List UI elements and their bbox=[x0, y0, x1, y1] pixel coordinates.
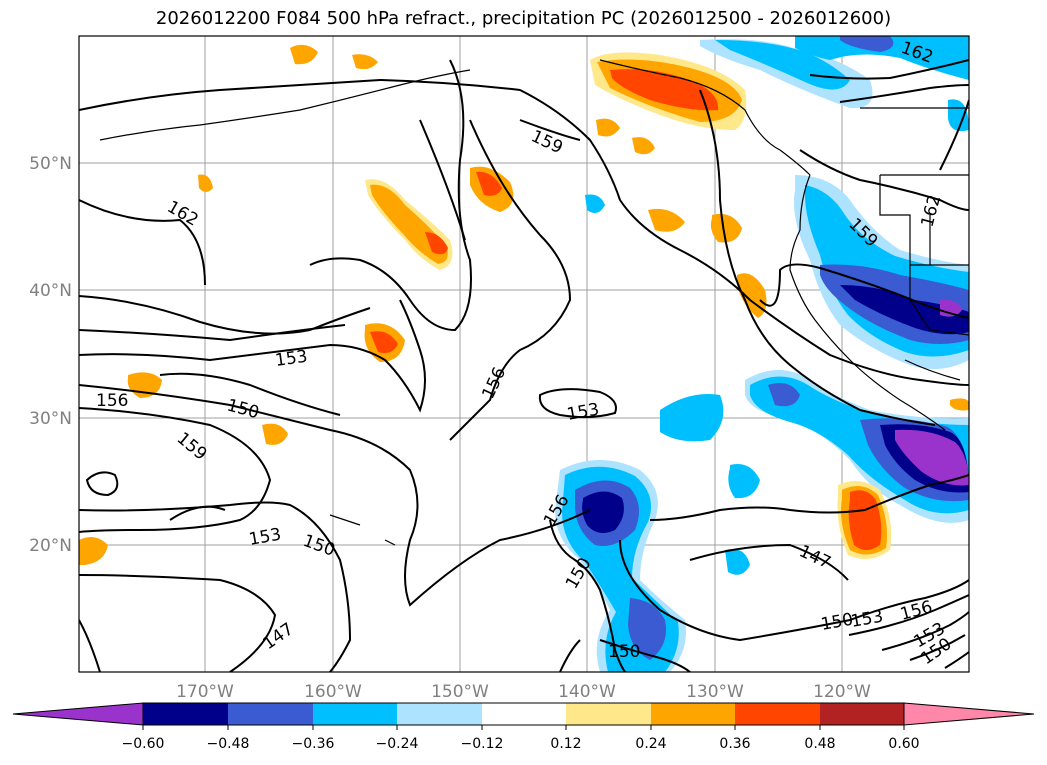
lat-label-40n: 40°N bbox=[29, 281, 72, 301]
precip-shading bbox=[79, 36, 969, 672]
map-title: 2026012200 F084 500 hPa refract., precip… bbox=[155, 8, 892, 29]
latitude-labels: 50°N 40°N 30°N 20°N bbox=[29, 154, 72, 556]
colorbar-tick-label: 0.36 bbox=[719, 736, 750, 752]
contour-label: 156 bbox=[96, 391, 128, 411]
lat-label-30n: 30°N bbox=[29, 409, 72, 429]
contour-lines bbox=[79, 59, 969, 672]
colorbar-tick-label: 0.24 bbox=[635, 736, 666, 752]
colorbar-tick-label: −0.24 bbox=[376, 736, 419, 752]
lat-label-50n: 50°N bbox=[29, 154, 72, 174]
colorbar-tick-label: −0.12 bbox=[461, 736, 504, 752]
colorbar-swatch bbox=[313, 703, 397, 725]
colorbar-extend-min bbox=[12, 702, 144, 726]
lon-label-120w: 120°W bbox=[813, 682, 871, 702]
colorbar-tick-label: 0.12 bbox=[550, 736, 581, 752]
colorbar-tick-label: −0.60 bbox=[122, 736, 165, 752]
colorbar-tick-label: −0.36 bbox=[292, 736, 335, 752]
contour-label-group: 162 159 162 156 153 150 159 156 153 153 … bbox=[96, 38, 955, 669]
map-area bbox=[79, 36, 969, 672]
colorbar-tick-label: 0.48 bbox=[804, 736, 835, 752]
colorbar-swatch bbox=[735, 703, 820, 725]
colorbar-swatch bbox=[482, 703, 566, 725]
colorbar-swatch bbox=[651, 703, 735, 725]
colorbar-swatch bbox=[143, 703, 228, 725]
colorbar-swatch bbox=[397, 703, 482, 725]
colorbar-tick-label: 0.60 bbox=[888, 736, 919, 752]
colorbar-swatch bbox=[228, 703, 313, 725]
lon-label-160w: 160°W bbox=[304, 682, 362, 702]
colorbar-extend-max bbox=[903, 702, 1035, 726]
contour-label: 150 bbox=[608, 642, 640, 662]
lon-label-140w: 140°W bbox=[558, 682, 616, 702]
lat-label-20n: 20°N bbox=[29, 536, 72, 556]
colorbar-swatch bbox=[566, 703, 651, 725]
colorbar-swatch bbox=[820, 703, 904, 725]
contour-label: 153 bbox=[274, 347, 309, 371]
lon-label-130w: 130°W bbox=[686, 682, 744, 702]
colorbar-tick-label: −0.48 bbox=[207, 736, 250, 752]
longitude-labels: 170°W 160°W 150°W 140°W 130°W 120°W bbox=[176, 682, 871, 702]
colorbar: −0.60 −0.48 −0.36 −0.24 −0.12 0.12 0.24 … bbox=[12, 702, 1035, 752]
map-border bbox=[78, 35, 970, 673]
lon-label-170w: 170°W bbox=[176, 682, 234, 702]
lon-label-150w: 150°W bbox=[431, 682, 489, 702]
